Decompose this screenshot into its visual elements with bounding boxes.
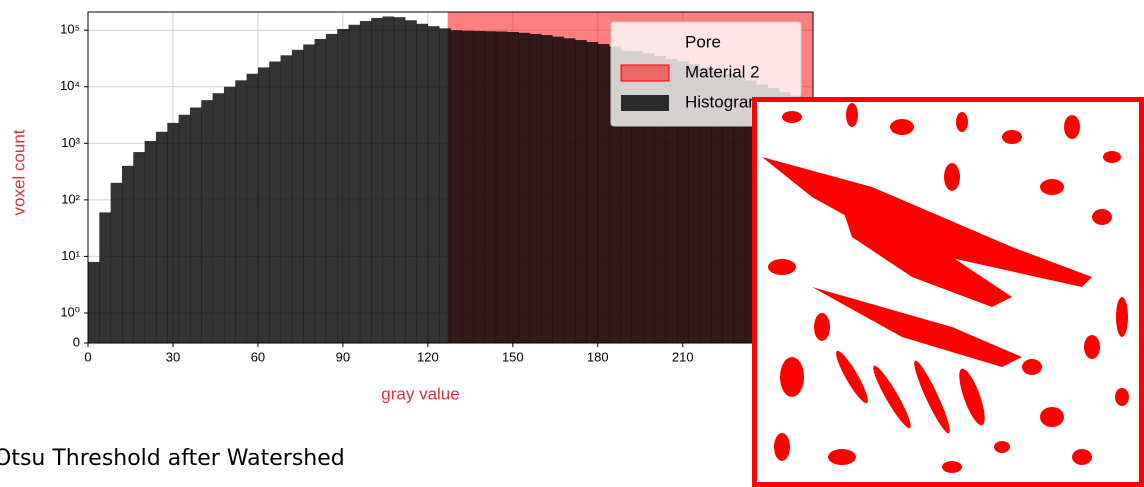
bar: [178, 114, 191, 343]
bar: [665, 58, 678, 343]
bar: [609, 46, 621, 344]
bar: [348, 24, 361, 343]
bar: [99, 212, 111, 343]
legend-label: Pore: [685, 32, 721, 51]
bar: [620, 48, 633, 344]
bar: [223, 86, 236, 343]
x-tick-label: 210: [672, 349, 694, 364]
bar: [563, 38, 576, 343]
bar: [110, 182, 123, 343]
bar: [427, 26, 440, 343]
segmentation-image: [752, 97, 1144, 487]
bar: [745, 80, 757, 344]
x-tick-label: 150: [502, 349, 524, 364]
legend-swatch: [621, 95, 669, 111]
bar: [235, 80, 247, 344]
bar: [189, 107, 202, 343]
bar: [246, 73, 259, 343]
bar: [711, 71, 723, 343]
x-tick-label: 60: [251, 349, 265, 364]
bar: [280, 55, 293, 343]
bar: [291, 49, 304, 344]
image-border: [752, 97, 1144, 487]
y-tick-label: 10⁴: [60, 78, 80, 93]
bar: [597, 44, 610, 343]
bar: [439, 28, 451, 343]
bar: [371, 17, 383, 343]
bar: [405, 20, 417, 343]
bar: [314, 38, 327, 344]
bar: [144, 140, 157, 343]
legend-label: Material 2: [685, 62, 760, 81]
x-axis-label: gray value: [381, 384, 459, 403]
y-tick-label: 10⁰: [60, 304, 80, 319]
bar: [257, 67, 270, 344]
bar: [133, 152, 145, 343]
bar: [495, 31, 508, 344]
bar: [382, 16, 395, 343]
bar: [359, 21, 372, 344]
bar: [507, 32, 519, 343]
bar: [688, 64, 701, 344]
y-tick-label: 0: [73, 334, 80, 349]
bar: [167, 122, 179, 344]
y-tick-label: 10²: [61, 191, 80, 206]
bar: [473, 30, 485, 344]
legend-swatch: [621, 35, 669, 51]
bar: [303, 44, 315, 343]
x-tick-label: 30: [166, 349, 180, 364]
x-tick-label: 120: [417, 349, 439, 364]
bar: [631, 50, 644, 344]
bar: [699, 67, 712, 344]
bar: [337, 29, 349, 344]
bar: [155, 131, 168, 343]
bar: [529, 33, 542, 344]
legend-label: Histogram: [685, 92, 762, 111]
bar: [722, 73, 735, 343]
y-tick-label: 10⁵: [60, 22, 80, 37]
bar: [461, 30, 474, 344]
chart: 0 30 60 90 120 150 180 210 0 10⁰ 10¹ 10² 10³ 10⁴ 10⁵ gr…: [9, 11, 814, 403]
bar: [269, 61, 281, 343]
bar: [586, 41, 599, 343]
bar: [654, 56, 667, 344]
bar: [643, 53, 655, 344]
bar: [450, 30, 463, 344]
bar: [677, 61, 689, 343]
bar: [518, 32, 531, 344]
caption: Otsu Threshold after Watershed: [0, 446, 345, 471]
image-blobs: [762, 103, 1129, 473]
y-tick-label: 10³: [61, 135, 80, 150]
bar: [121, 165, 134, 343]
bar: [393, 17, 406, 343]
x-tick-label: 0: [84, 349, 91, 364]
bar: [88, 261, 100, 343]
bar: [212, 93, 225, 343]
bar: [552, 36, 565, 344]
x-tick-label: 90: [336, 349, 350, 364]
bar: [575, 40, 587, 343]
bar: [733, 76, 746, 344]
y-axis-label: voxel count: [9, 129, 28, 215]
bar: [325, 33, 338, 344]
y-tick-label: 10¹: [61, 248, 80, 263]
legend-swatch: [620, 64, 670, 82]
bar: [201, 100, 213, 344]
bar: [541, 35, 553, 343]
x-tick-label: 180: [587, 349, 609, 364]
bar: [484, 31, 497, 343]
bar: [416, 23, 429, 343]
